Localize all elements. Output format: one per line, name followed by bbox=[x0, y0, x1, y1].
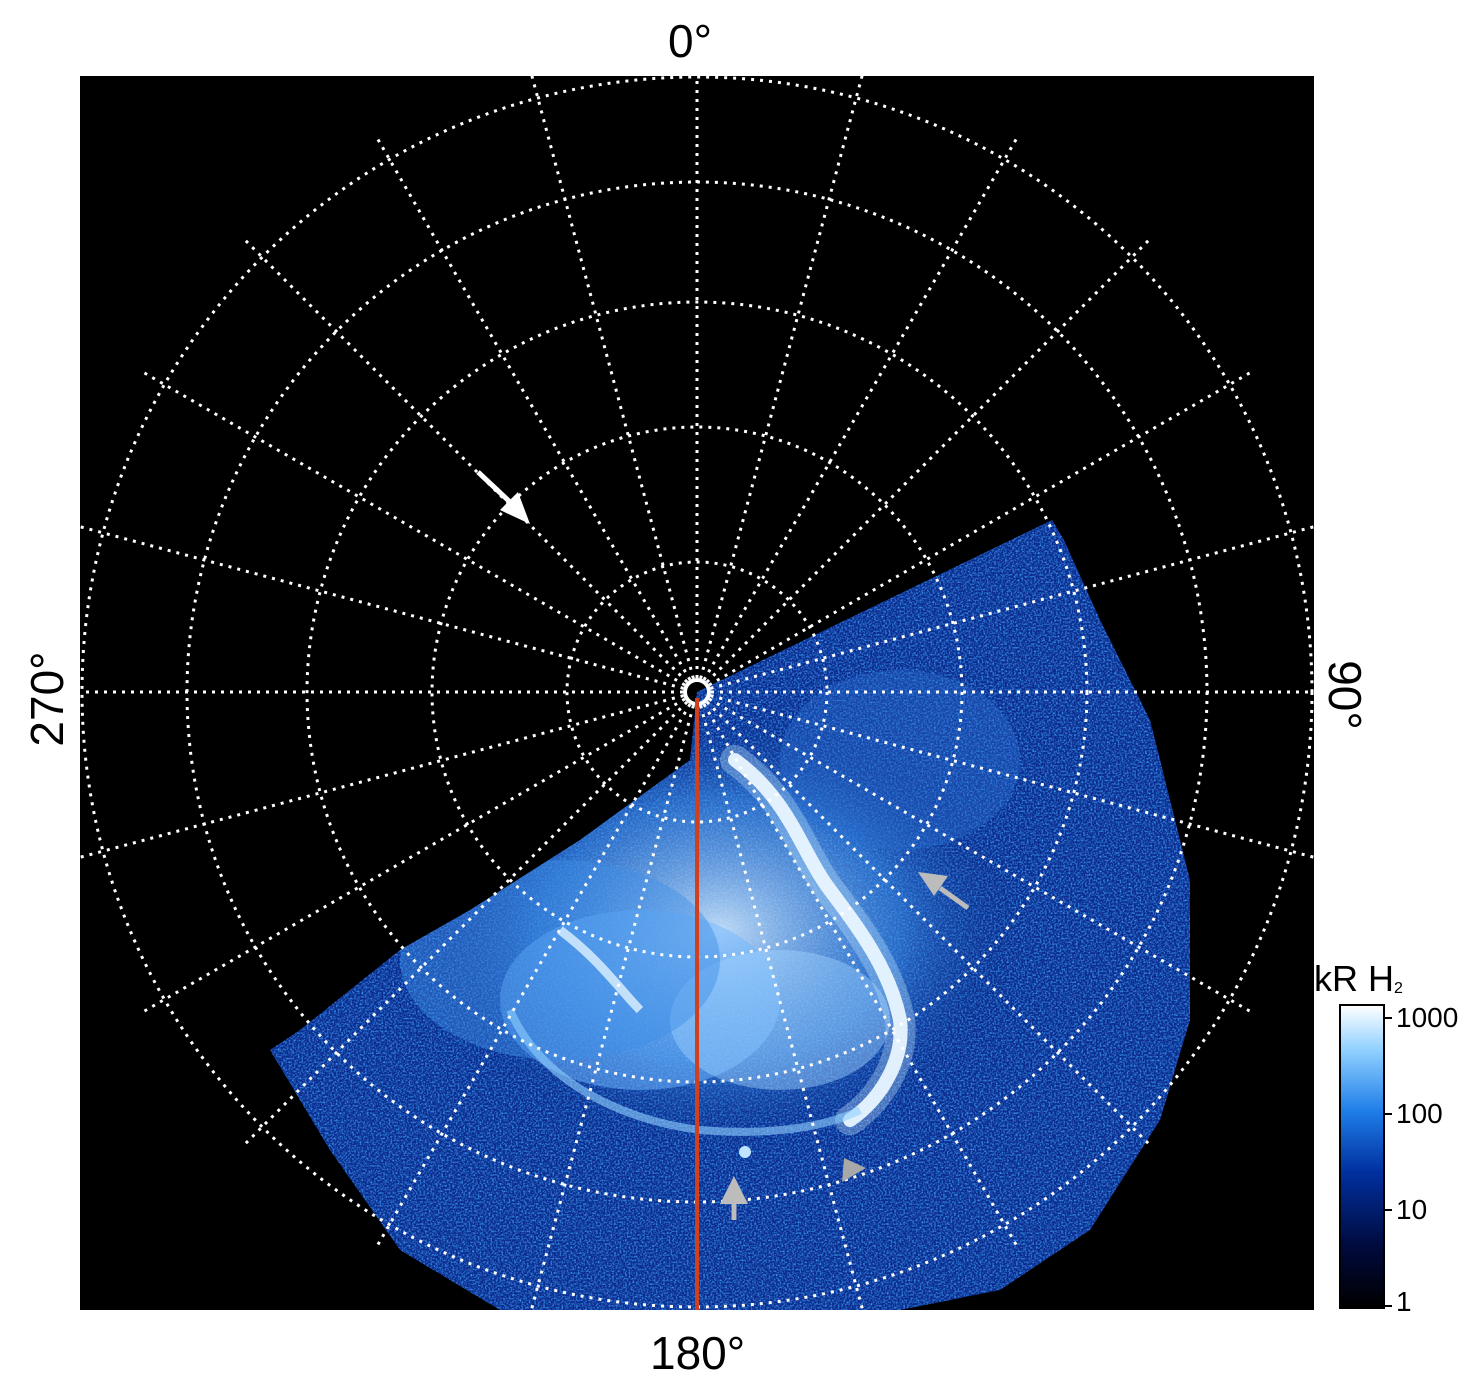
colorbar-tick-label: 1 bbox=[1396, 1286, 1412, 1317]
gray-arrowhead bbox=[842, 1158, 866, 1182]
longitude-label-right: 90° bbox=[1319, 660, 1371, 730]
colorbar-tick-label: 10 bbox=[1396, 1194, 1428, 1225]
gray-arrow-bottom bbox=[720, 1176, 748, 1220]
longitude-label-left: 270° bbox=[21, 651, 73, 747]
colorbar-tick-label: 100 bbox=[1396, 1098, 1443, 1129]
colorbar-title: kR H2 bbox=[1314, 958, 1403, 999]
colorbar-tick-label: 1000 bbox=[1396, 1002, 1459, 1033]
colorbar-ticks bbox=[1384, 1017, 1392, 1307]
longitude-label-bottom: 180° bbox=[650, 1327, 746, 1379]
gray-arrow-right bbox=[918, 872, 970, 911]
white-arrow bbox=[476, 470, 530, 524]
colorbar bbox=[1339, 1004, 1385, 1309]
longitude-label-top: 0° bbox=[668, 15, 712, 67]
main-auroral-oval bbox=[728, 753, 908, 1127]
